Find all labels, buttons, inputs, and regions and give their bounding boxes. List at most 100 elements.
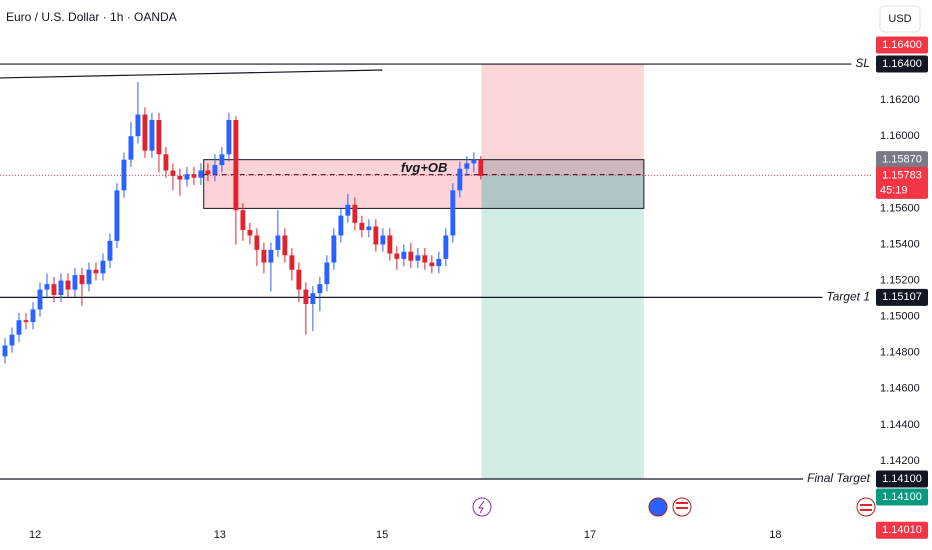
x-tick-label: 12 [29,529,41,541]
candle-body [296,269,302,290]
candle-body [366,226,372,231]
candle-body [177,175,183,180]
candle-body [268,249,274,263]
bolt [478,500,485,514]
us-stripe [676,502,688,504]
candle-body [324,262,330,285]
y-tick-label: 1.14800 [880,347,920,359]
candle-body [100,260,106,274]
y-tick-label: 1.15200 [880,274,920,286]
candle-body [205,170,211,175]
candle-body [387,235,393,254]
us-flag[interactable] [856,497,876,517]
candle-body [233,119,239,211]
event-icon[interactable] [472,497,492,517]
currency-button[interactable] [879,5,921,33]
candle-body [359,222,365,231]
candle-body [9,334,15,346]
candle-body [471,159,477,164]
y-tick-label: 1.15400 [880,238,920,250]
candle-body [37,289,43,310]
candle-body [114,190,120,241]
price-badge [876,166,928,199]
candle-body [394,253,400,259]
candle-body [408,251,414,261]
candle-body [331,235,337,263]
candle-body [107,240,113,261]
level-label: Final Target [807,471,871,485]
price-badge [876,488,928,506]
candle-body [464,163,470,169]
candle-body [184,174,190,180]
level-label-bg [803,471,875,486]
price-badge-label: 1.14100 [882,473,922,485]
price-badge [876,470,928,488]
price-badge-label: 1.15783 [882,169,922,181]
eu-flag[interactable] [648,497,668,517]
candle-body [422,255,428,263]
candle-body [156,119,162,155]
price-badge [876,55,928,73]
candle-body [219,154,225,166]
price-badge [876,36,928,54]
candle-body [247,230,253,236]
candle-body [198,170,204,178]
price-badge [876,288,928,306]
level-label-bg [822,289,874,304]
candle-body [226,119,232,155]
candle-body [23,320,29,323]
candle-body [2,345,8,357]
candle-body [51,284,57,295]
chart-title: Euro / U.S. Dollar · 1h · OANDA [6,10,177,24]
price-badge-label: 1.15107 [882,291,922,303]
candle-body [65,280,71,290]
annotation: fvg+OB [401,160,448,175]
candle-body [254,235,260,250]
x-tick-label: 18 [769,529,781,541]
candle-body [380,235,386,245]
candle-body [450,190,456,236]
y-tick-label: 1.16200 [880,94,920,106]
trendline [0,69,383,79]
us-stripe [676,507,688,509]
x-tick-label: 17 [584,529,596,541]
candle-body [121,159,127,191]
us-stripe [860,509,872,511]
candle-body [436,258,442,267]
level-label: Target 1 [826,290,870,304]
candle-body [457,168,463,191]
candle-body [317,284,323,294]
price-badge-label: 1.16400 [882,58,922,70]
y-tick-label: 1.14200 [880,455,920,467]
price-badge-label: 1.14100 [882,491,922,503]
us-stripe [860,504,872,506]
candle-body [149,119,155,151]
candle-body [142,114,148,151]
zone [481,159,644,209]
candle-body [373,226,379,245]
candle-body [345,204,351,216]
candle-body [429,262,435,267]
candle-body [58,280,64,295]
candle-body [44,284,50,290]
x-tick-label: 13 [214,529,226,541]
candle-body [352,204,358,223]
currency[interactable]: USD [888,13,911,25]
candle-body [289,255,295,270]
y-tick-label: 1.16000 [880,130,920,142]
candle-body [86,269,92,285]
fvg-box [203,159,645,209]
zone [481,64,644,175]
candle-body [163,154,169,171]
candle-body [30,309,36,323]
event-icons [472,497,876,517]
y-tick-label: 1.14400 [880,419,920,431]
level-label: SL [855,56,870,70]
candle-body [261,249,267,263]
price-badge-countdown: 45:19 [880,184,908,196]
candle-body [443,235,449,259]
candle-body [191,174,197,178]
candle-body [401,251,407,259]
